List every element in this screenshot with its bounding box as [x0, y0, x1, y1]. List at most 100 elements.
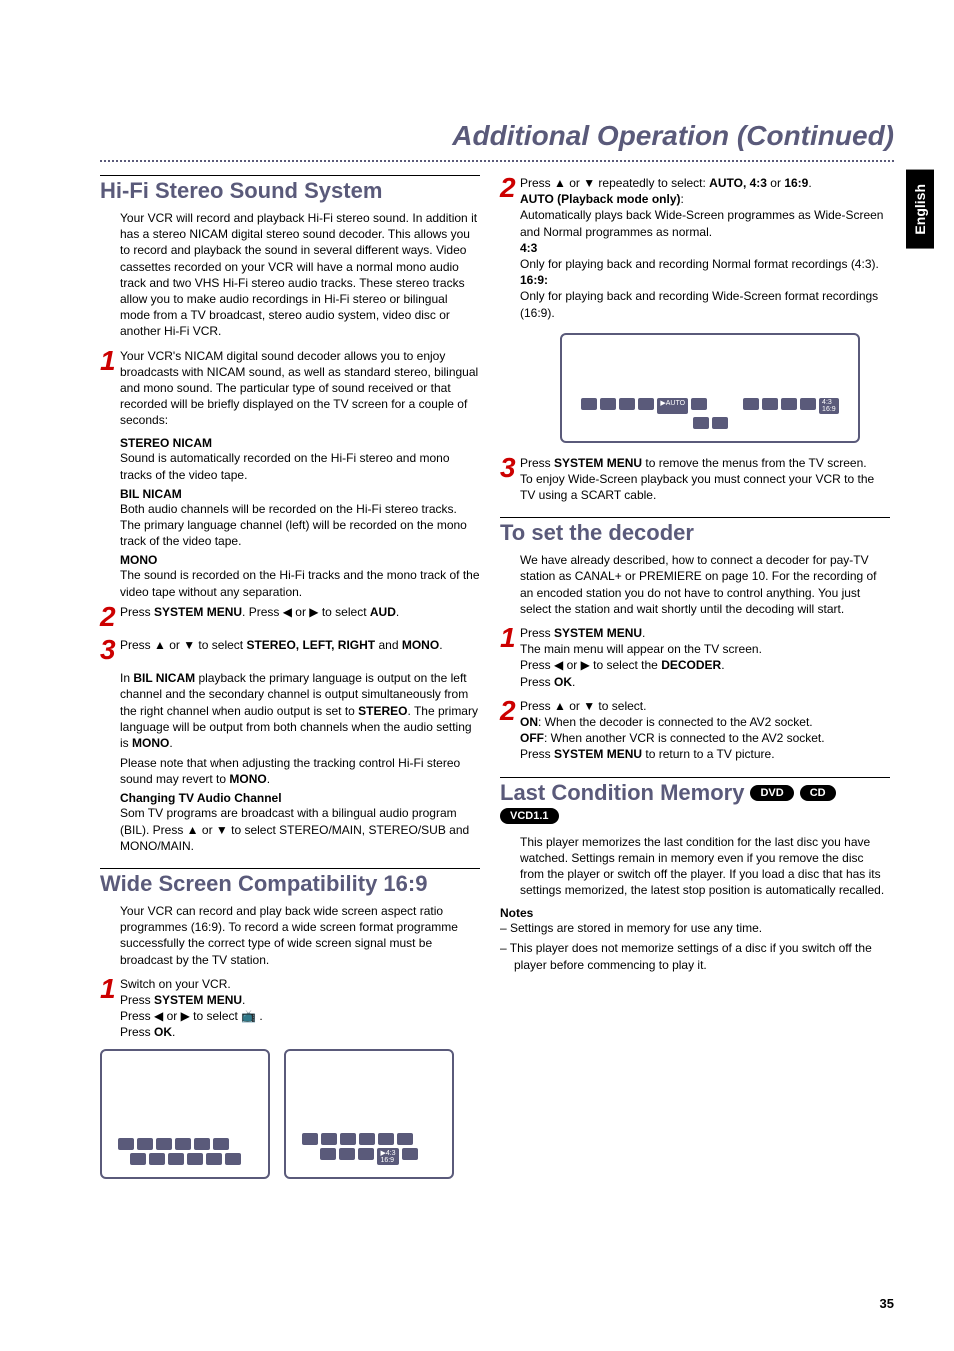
t: Press — [120, 1025, 154, 1039]
t: or — [767, 176, 784, 190]
bil-nicam-text: Both audio channels will be recorded on … — [120, 501, 480, 550]
t: AUTO, 4:3 — [709, 176, 767, 190]
t: : When another VCR is connected to the A… — [544, 731, 825, 745]
right-column: 2 Press ▲ or ▼ repeatedly to select: AUT… — [500, 175, 890, 977]
t: The main menu will appear on the TV scre… — [520, 642, 762, 656]
title-divider — [100, 160, 894, 162]
t: 16:9 — [822, 406, 836, 413]
lcm-body: This player memorizes the last condition… — [520, 834, 890, 899]
t: BIL NICAM — [133, 671, 195, 685]
t: ▶4:3 — [380, 1150, 395, 1157]
t: . — [572, 675, 575, 689]
note-1: – Settings are stored in memory for use … — [500, 920, 890, 936]
t: 4:3 — [822, 399, 832, 406]
t: . Press ◀ or ▶ to select — [242, 605, 370, 619]
t: SYSTEM MENU — [554, 456, 642, 470]
t: MONO — [229, 772, 266, 786]
t: . — [242, 993, 245, 1007]
hifi-title: Hi-Fi Stereo Sound System — [100, 175, 480, 204]
language-tab: English — [906, 170, 934, 249]
t: SYSTEM MENU — [154, 605, 242, 619]
page-title: Additional Operation (Continued) — [452, 120, 894, 152]
osd-icon — [359, 1133, 375, 1145]
step-text: Your VCR's NICAM digital sound decoder a… — [120, 348, 480, 429]
osd-icon — [213, 1138, 229, 1150]
t: Press — [520, 626, 554, 640]
step-number: 3 — [100, 637, 120, 662]
decoder-title: To set the decoder — [500, 518, 890, 546]
step-number: 2 — [500, 698, 520, 723]
osd-icon — [800, 398, 816, 410]
t: . — [172, 1025, 175, 1039]
t: Press ▲ or ▼ to select — [120, 638, 246, 652]
t: Press — [520, 747, 554, 761]
osd-icon — [206, 1153, 222, 1165]
t: . — [721, 658, 724, 672]
osd-icon — [691, 398, 707, 410]
step-text: Press SYSTEM MENU. The main menu will ap… — [520, 625, 890, 690]
osd-icon — [118, 1138, 134, 1150]
osd-icon — [397, 1133, 413, 1145]
osd-display-1 — [100, 1049, 270, 1179]
r169-text: Only for playing back and recording Wide… — [520, 289, 878, 319]
osd-icon — [175, 1138, 191, 1150]
t: to return to a TV picture. — [642, 747, 775, 761]
osd-icon — [340, 1133, 356, 1145]
osd-icon — [581, 398, 597, 410]
step-text: Press ▲ or ▼ to select. ON: When the dec… — [520, 698, 890, 763]
osd-icon — [600, 398, 616, 410]
t: STEREO — [358, 704, 407, 718]
step-number: 2 — [500, 175, 520, 200]
left-column: Hi-Fi Stereo Sound System Your VCR will … — [100, 175, 480, 1179]
osd-icon — [743, 398, 759, 410]
osd-icon — [321, 1133, 337, 1145]
osd-ratio: 4:316:9 — [819, 398, 839, 414]
step-text: Press SYSTEM MENU to remove the menus fr… — [520, 455, 890, 504]
t: Press ▲ or ▼ to select. — [520, 699, 646, 713]
t: Press ◀ or ▶ to select 📺 . — [120, 1009, 263, 1023]
t: Switch on your VCR. — [120, 977, 231, 991]
t: Press — [520, 675, 554, 689]
step-number: 3 — [500, 455, 520, 480]
osd-icon — [762, 398, 778, 410]
changing-tv-heading: Changing TV Audio Channel — [120, 791, 480, 805]
t: OK — [554, 675, 572, 689]
cd-badge: CD — [800, 785, 836, 801]
wide-step3: 3 Press SYSTEM MENU to remove the menus … — [500, 455, 890, 504]
vcd-badge: VCD1.1 — [500, 808, 559, 824]
t: MONO — [402, 638, 439, 652]
osd-icon — [137, 1138, 153, 1150]
t: . — [439, 638, 442, 652]
step-number: 1 — [100, 976, 120, 1001]
step3-p1: In BIL NICAM playback the primary langua… — [120, 670, 480, 751]
osd-icon — [156, 1138, 172, 1150]
t: OK — [154, 1025, 172, 1039]
mono-text: The sound is recorded on the Hi-Fi track… — [120, 567, 480, 599]
t: to remove the menus from the TV screen. — [642, 456, 867, 470]
osd-icon — [302, 1133, 318, 1145]
t: and — [375, 638, 402, 652]
t: ON — [520, 715, 538, 729]
t: Please note that when adjusting the trac… — [120, 756, 460, 786]
osd-icon — [225, 1153, 241, 1165]
t: Press ◀ or ▶ to select the — [520, 658, 661, 672]
t: DECODER — [661, 658, 721, 672]
osd-icon-row: ▶AUTO 4:316:9 — [562, 398, 858, 429]
auto-text: Automatically plays back Wide-Screen pro… — [520, 208, 883, 238]
osd-highlight: ▶4:316:9 — [377, 1148, 398, 1165]
widescreen-title: Wide Screen Compatibility 16:9 — [100, 869, 480, 897]
lcm-title: Last Condition Memory — [500, 780, 744, 806]
r169-heading: 16:9: — [520, 273, 548, 287]
t: SYSTEM MENU — [554, 747, 642, 761]
osd-icon — [168, 1153, 184, 1165]
t: . — [169, 736, 172, 750]
osd-icon — [194, 1138, 210, 1150]
osd-icon — [339, 1148, 355, 1160]
osd-icon — [320, 1148, 336, 1160]
step-text: Press ▲ or ▼ to select STEREO, LEFT, RIG… — [120, 637, 480, 653]
osd-icon — [781, 398, 797, 410]
decoder-step2: 2 Press ▲ or ▼ to select. ON: When the d… — [500, 698, 890, 763]
dvd-badge: DVD — [750, 785, 793, 801]
notes-heading: Notes — [500, 906, 890, 920]
auto-heading: AUTO (Playback mode only) — [520, 192, 680, 206]
